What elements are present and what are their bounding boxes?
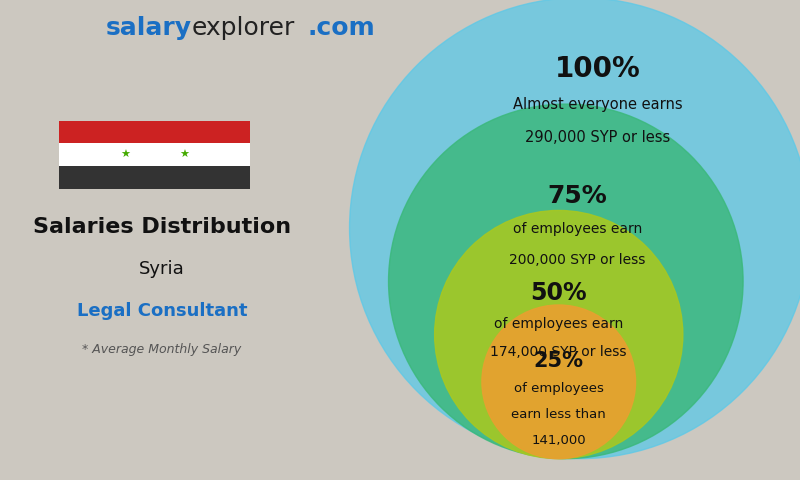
Text: * Average Monthly Salary: * Average Monthly Salary — [82, 343, 242, 356]
Text: 200,000 SYP or less: 200,000 SYP or less — [510, 253, 646, 267]
Circle shape — [350, 0, 800, 458]
Text: 174,000 SYP or less: 174,000 SYP or less — [490, 345, 627, 359]
Circle shape — [482, 305, 635, 458]
Text: .com: .com — [308, 16, 376, 40]
Text: ★: ★ — [120, 150, 130, 160]
Text: earn less than: earn less than — [511, 408, 606, 421]
Text: Legal Consultant: Legal Consultant — [77, 302, 247, 320]
Circle shape — [389, 104, 743, 458]
Text: of employees: of employees — [514, 383, 604, 396]
Text: ★: ★ — [179, 150, 189, 160]
Text: 290,000 SYP or less: 290,000 SYP or less — [525, 130, 670, 144]
Text: Almost everyone earns: Almost everyone earns — [513, 96, 682, 111]
Text: 75%: 75% — [548, 184, 607, 208]
Text: 141,000: 141,000 — [531, 434, 586, 447]
Text: explorer: explorer — [192, 16, 295, 40]
Text: 100%: 100% — [555, 55, 641, 83]
Text: salary: salary — [106, 16, 192, 40]
Bar — [59, 144, 250, 166]
Text: 50%: 50% — [530, 281, 587, 305]
Circle shape — [434, 210, 683, 458]
Text: of employees earn: of employees earn — [494, 317, 623, 331]
Bar — [59, 166, 250, 189]
Text: of employees earn: of employees earn — [513, 222, 642, 236]
Text: Syria: Syria — [139, 260, 185, 278]
Text: 25%: 25% — [534, 350, 584, 371]
Bar — [59, 121, 250, 144]
Text: Salaries Distribution: Salaries Distribution — [33, 216, 291, 237]
